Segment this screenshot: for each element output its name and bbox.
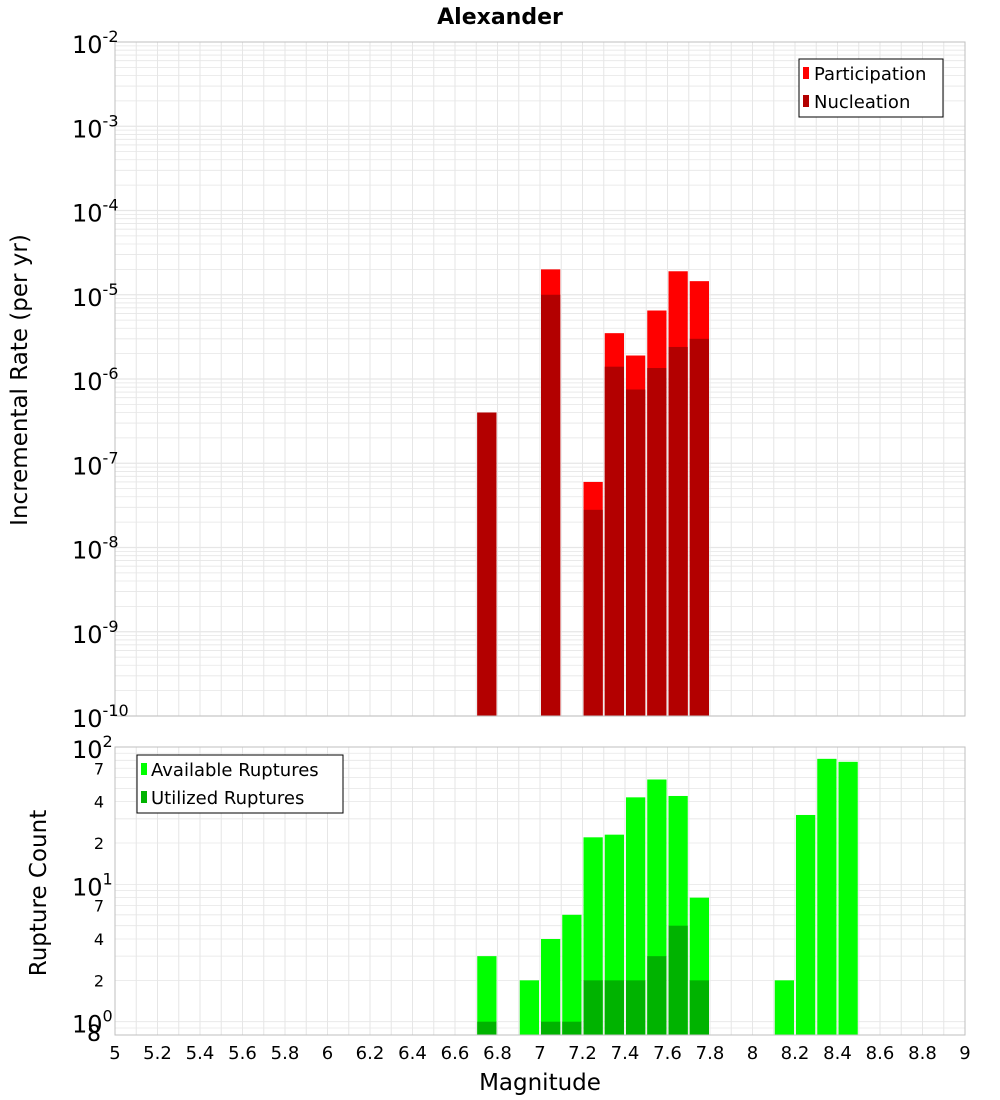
rate-legend-box: [798, 58, 944, 118]
available-ruptures-bar: [477, 956, 497, 1035]
x-tick-label: 8.6: [866, 1043, 895, 1064]
count-bars: [477, 758, 858, 1035]
utilized-ruptures-bar: [604, 980, 624, 1035]
x-tick-label: 5.4: [186, 1043, 215, 1064]
x-tick-label: 5.2: [143, 1043, 172, 1064]
utilized-ruptures-bar: [668, 925, 688, 1035]
count-y-axis-label: Rupture Count: [26, 810, 52, 976]
rate-y-tick-labels: 10-2 10-3 10-4 10-5 10-6 10-7 10-8 10-9 10-10: [72, 27, 129, 733]
available-ruptures-bar: [519, 980, 539, 1035]
rate-y-axis-label: Incremental Rate (per yr): [7, 234, 33, 526]
nucleation-bar: [626, 389, 646, 716]
count-y-minor-tick-label: 2: [94, 971, 104, 990]
x-tick-label: 5: [109, 1043, 120, 1064]
rate-y-tick-label: 10-2: [72, 27, 119, 59]
rate-plot-frame: [114, 41, 966, 717]
rate-grid: [115, 42, 965, 717]
rate-y-tick-label: 10-8: [72, 533, 119, 565]
rate-y-tick-label: 10-9: [72, 617, 119, 649]
x-tick-labels: 5 5.2 5.4 5.6 5.8 6 6.2 6.4 6.6 6.8 7 7.2 7.4 7.6 7.8 8…: [109, 1043, 970, 1064]
count-legend-box: [136, 754, 344, 814]
x-tick-label: 7: [534, 1043, 545, 1064]
x-tick-label: 8: [747, 1043, 758, 1064]
x-tick-label: 6.8: [483, 1043, 512, 1064]
utilized-ruptures-bar: [583, 980, 603, 1035]
rate-y-tick-label: 10-4: [72, 196, 119, 228]
count-panel: 102 101 100 7 4 2 7 4 2 8 Rupture Count Available…: [26, 732, 966, 1047]
count-y-minor-tick-label: 7: [94, 897, 104, 916]
x-tick-label: 5.8: [271, 1043, 300, 1064]
x-tick-label: 6.2: [356, 1043, 385, 1064]
nucleation-bar: [541, 294, 561, 716]
nucleation-bar: [689, 338, 709, 716]
available-ruptures-bar: [541, 939, 561, 1035]
utilized-ruptures-bar: [647, 956, 667, 1035]
available-ruptures-bar: [774, 980, 794, 1035]
chart-title: Alexander: [437, 5, 563, 30]
rate-bars: [477, 269, 709, 716]
x-tick-label: 7.4: [611, 1043, 640, 1064]
nucleation-bar: [583, 509, 603, 716]
nucleation-bar: [604, 366, 624, 716]
available-ruptures-bar: [817, 758, 837, 1035]
nucleation-bar: [477, 412, 497, 716]
rate-y-tick-label: 10-5: [72, 280, 119, 312]
x-axis-label: Magnitude: [479, 1070, 601, 1096]
x-tick-label: 7.2: [568, 1043, 597, 1064]
rate-y-tick-label: 10-6: [72, 364, 119, 396]
x-tick-label: 6.6: [441, 1043, 470, 1064]
available-ruptures-bar: [626, 797, 646, 1035]
count-y-tick-labels: 102 101 100 7 4 2 7 4 2 8: [72, 732, 113, 1047]
count-y-tick-label: 100: [72, 1007, 113, 1039]
x-tick-label: 8.8: [908, 1043, 937, 1064]
count-legend: Available Ruptures Utilized Ruptures: [136, 754, 344, 814]
participation-legend-swatch: [803, 67, 809, 79]
count-y-minor-tick-label: 2: [94, 834, 104, 853]
rate-y-tick-label: 10-3: [72, 111, 119, 143]
count-y-minor-tick-label: 8: [87, 1022, 101, 1047]
nucleation-legend-swatch: [803, 95, 809, 107]
x-tick-label: 8.2: [781, 1043, 810, 1064]
x-tick-label: 8.4: [823, 1043, 852, 1064]
x-tick-label: 5.6: [228, 1043, 257, 1064]
available-ruptures-bar: [838, 761, 858, 1035]
available-ruptures-bar: [562, 914, 582, 1035]
nucleation-bar: [647, 368, 667, 716]
count-y-minor-tick-label: 4: [94, 793, 104, 812]
utilized-legend-label: Utilized Ruptures: [151, 788, 304, 809]
count-y-tick-label: 102: [72, 732, 113, 764]
available-legend-swatch: [141, 763, 147, 775]
x-tick-label: 6: [322, 1043, 333, 1064]
rate-y-tick-label: 10-7: [72, 448, 119, 480]
rate-y-tick-label: 10-10: [72, 701, 129, 733]
participation-legend-label: Participation: [814, 64, 926, 85]
x-tick-label: 7.6: [653, 1043, 682, 1064]
utilized-legend-swatch: [141, 791, 147, 803]
count-y-minor-tick-label: 4: [94, 930, 104, 949]
rate-legend: Participation Nucleation: [798, 58, 944, 118]
utilized-ruptures-bar: [689, 980, 709, 1035]
rate-panel: 10-2 10-3 10-4 10-5 10-6 10-7 10-8 10-9 10-10 In…: [7, 27, 966, 733]
available-legend-label: Available Ruptures: [151, 760, 319, 781]
utilized-ruptures-bar: [477, 1021, 497, 1035]
count-y-minor-tick-label: 7: [94, 759, 104, 778]
x-tick-label: 7.8: [696, 1043, 725, 1064]
utilized-ruptures-bar: [562, 1021, 582, 1035]
utilized-ruptures-bar: [626, 980, 646, 1035]
x-tick-label: 6.4: [398, 1043, 427, 1064]
nucleation-legend-label: Nucleation: [814, 92, 910, 113]
available-ruptures-bar: [796, 814, 816, 1035]
utilized-ruptures-bar: [541, 1021, 561, 1035]
x-tick-label: 9: [959, 1043, 970, 1064]
nucleation-bar: [668, 346, 688, 716]
count-y-tick-label: 101: [72, 869, 113, 901]
count-plot-frame: [114, 746, 966, 1036]
